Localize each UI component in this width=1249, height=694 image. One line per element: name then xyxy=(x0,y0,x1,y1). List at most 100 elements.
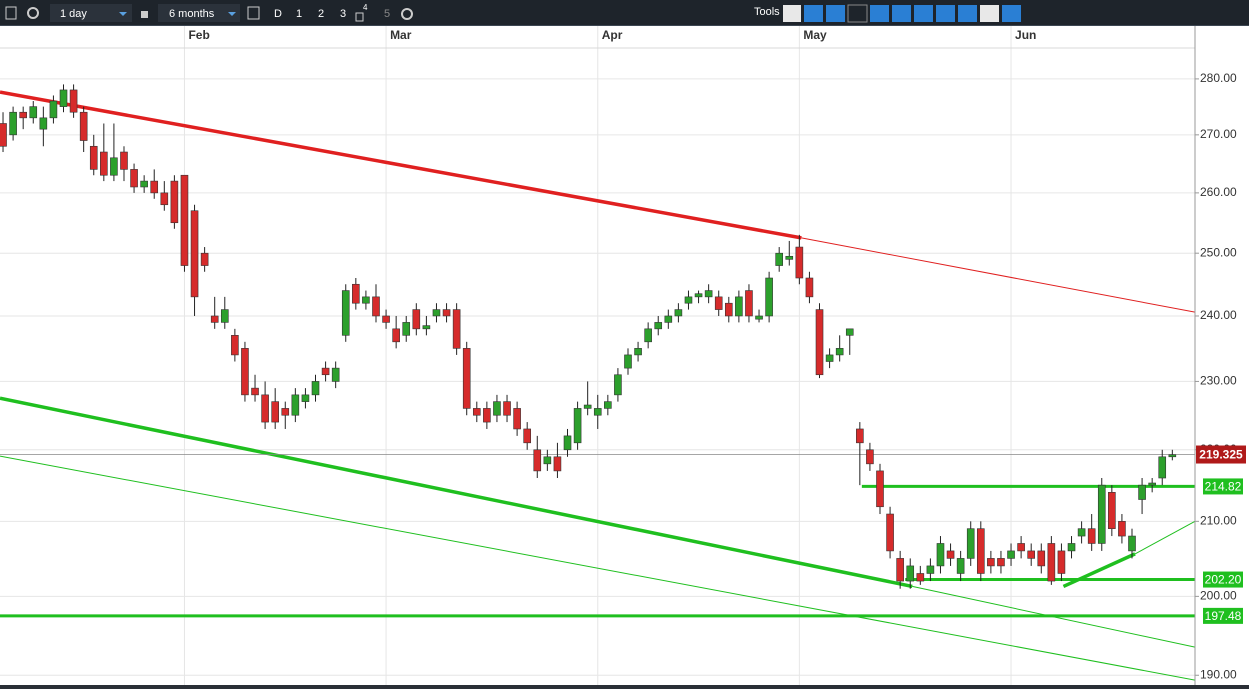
candle-body xyxy=(966,528,975,559)
candle-body xyxy=(805,277,814,298)
candle-body xyxy=(140,180,148,188)
candle-body xyxy=(1027,550,1035,559)
period-button[interactable]: D xyxy=(274,8,282,20)
tool-button[interactable] xyxy=(826,5,845,22)
x-tick-label: Jun xyxy=(1015,28,1036,42)
candle-body xyxy=(472,408,481,416)
candle-body xyxy=(906,565,915,582)
candle-body xyxy=(422,325,431,330)
candle-body xyxy=(382,315,390,323)
candle-body xyxy=(442,309,451,317)
x-tick-label: Mar xyxy=(390,28,412,42)
candle-body xyxy=(976,528,985,574)
period-button[interactable]: 4 xyxy=(363,3,368,12)
candle-body xyxy=(311,381,320,396)
candle-body xyxy=(362,296,370,304)
x-tick-label: Feb xyxy=(188,28,209,42)
candle-body xyxy=(100,151,108,176)
candle-body xyxy=(1118,521,1126,537)
candle-body xyxy=(896,558,904,582)
period-button[interactable]: 2 xyxy=(318,8,324,20)
candle-body xyxy=(755,315,763,320)
level-tag xyxy=(1203,571,1243,588)
candle-body xyxy=(785,255,794,260)
tool-button[interactable] xyxy=(892,5,911,22)
tool-button[interactable] xyxy=(783,5,801,22)
lock-icon[interactable] xyxy=(141,11,148,18)
candle-body xyxy=(543,456,552,465)
menu-icon[interactable] xyxy=(5,6,17,20)
candle-body xyxy=(1168,454,1177,458)
candle-body xyxy=(462,348,471,409)
calendar-icon[interactable] xyxy=(247,6,260,20)
candle-body xyxy=(402,322,411,336)
candle-body xyxy=(1037,550,1046,567)
candle-body xyxy=(392,328,400,343)
candle-body xyxy=(210,315,219,323)
candle-body xyxy=(190,210,199,298)
candle-body xyxy=(130,169,138,188)
candle-body xyxy=(69,89,78,113)
settings-icon[interactable] xyxy=(27,7,39,19)
candle-body xyxy=(1138,484,1146,500)
candle-body xyxy=(120,151,128,170)
candle-body xyxy=(251,387,259,396)
candle-body xyxy=(200,252,209,266)
level-tag xyxy=(1203,478,1243,495)
candle-body xyxy=(724,302,733,317)
candle-body xyxy=(614,374,622,396)
candle-body xyxy=(573,408,582,444)
candle-body xyxy=(1077,528,1086,537)
level-label: 202.20 xyxy=(1205,573,1242,587)
candle-body xyxy=(825,354,834,362)
tool-button[interactable] xyxy=(870,5,889,22)
toolbar: 1 day 6 months D 1 2 3 4 5 Tools xyxy=(0,0,1249,26)
candle-body xyxy=(89,145,98,170)
y-tick-label: 210.00 xyxy=(1200,514,1237,528)
candle-body xyxy=(563,435,572,451)
candle-body xyxy=(624,354,632,369)
range-dropdown[interactable] xyxy=(158,4,240,22)
candle-body xyxy=(714,296,723,310)
candle-body xyxy=(220,309,229,323)
candle-body xyxy=(735,296,743,317)
tool-button[interactable] xyxy=(914,5,933,22)
tool-button[interactable] xyxy=(958,5,977,22)
tool-button[interactable] xyxy=(847,4,868,23)
candle-body xyxy=(835,348,844,356)
candle-body xyxy=(1017,543,1025,552)
interval-dropdown[interactable] xyxy=(50,4,132,22)
y-tick-label: 190.00 xyxy=(1200,667,1237,681)
trend-line xyxy=(0,90,802,240)
candle-body xyxy=(684,296,693,304)
last-price-tag xyxy=(1196,445,1246,464)
tool-button[interactable] xyxy=(1002,5,1021,22)
range-label: 6 months xyxy=(169,8,215,20)
interval-label: 1 day xyxy=(60,8,87,20)
candle-body xyxy=(583,404,592,409)
candle-body xyxy=(1128,535,1136,552)
candle-body xyxy=(654,322,663,330)
candle-body xyxy=(271,401,279,423)
candle-body xyxy=(553,456,562,472)
period-button[interactable]: 1 xyxy=(296,8,302,20)
candle-body xyxy=(432,309,441,317)
tool-button[interactable] xyxy=(936,5,955,22)
y-tick-label: 280.00 xyxy=(1200,71,1237,85)
tool-button[interactable] xyxy=(804,5,823,22)
candle-body xyxy=(180,174,189,266)
tool-button[interactable] xyxy=(980,5,999,22)
candle-body xyxy=(231,335,239,356)
trend-line xyxy=(801,237,1195,313)
candle-body xyxy=(1158,456,1167,479)
tools-label: Tools xyxy=(754,6,780,18)
candle-body xyxy=(523,428,531,444)
settings-icon[interactable] xyxy=(401,8,413,20)
period-button[interactable]: 3 xyxy=(340,8,346,20)
period-button[interactable]: 5 xyxy=(384,8,390,20)
stack-icon xyxy=(355,12,364,22)
candle-body xyxy=(1097,484,1106,544)
dropdown-arrow xyxy=(228,12,236,16)
x-tick-label: Apr xyxy=(602,28,623,42)
